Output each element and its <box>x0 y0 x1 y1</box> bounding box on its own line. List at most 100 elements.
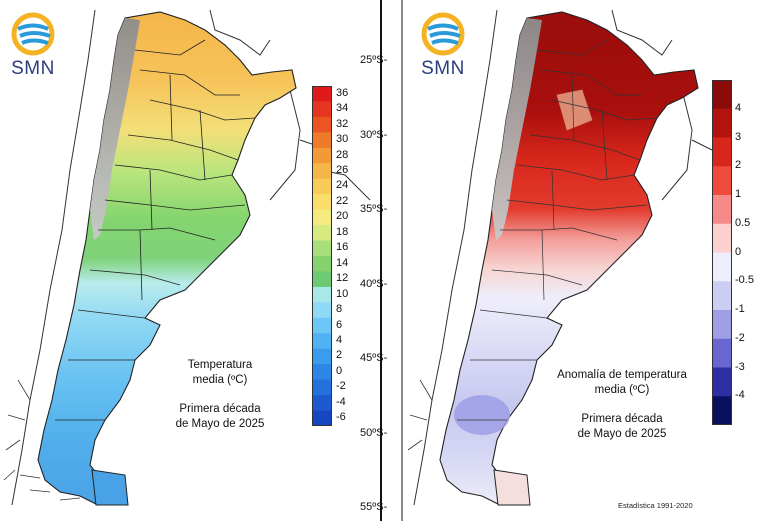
colorbar-label: 34 <box>336 102 349 115</box>
colorbar-label: 32 <box>336 117 349 130</box>
colorbar-swatch <box>712 367 732 397</box>
colorbar-label: 1 <box>735 188 742 200</box>
colorbar-label: 6 <box>336 318 343 331</box>
colorbar-swatch <box>712 166 732 196</box>
colorbar-swatch <box>312 395 332 412</box>
colorbar-label: 24 <box>336 179 349 192</box>
colorbar-label: 26 <box>336 164 349 176</box>
temperature-panel: SMN Temperatura media (ºC) Primera décad… <box>3 0 382 521</box>
colorbar-swatch <box>712 80 732 110</box>
colorbar-label: -1 <box>735 303 745 315</box>
colorbar-swatch <box>312 348 332 365</box>
colorbar-swatch <box>312 163 332 180</box>
colorbar-swatch <box>712 310 732 340</box>
colorbar-label: 0 <box>735 245 742 258</box>
colorbar-swatch <box>712 338 732 368</box>
latitude-label: 50ºS- <box>360 426 388 439</box>
colorbar-label: 36 <box>336 86 349 99</box>
colorbar-label: -4 <box>735 389 745 402</box>
colorbar-swatch <box>312 333 332 350</box>
temperature-colorbar <box>312 86 332 426</box>
colorbar-swatch <box>312 147 332 164</box>
colorbar-swatch <box>312 194 332 211</box>
smn-logo-text-right: SMN <box>421 58 465 79</box>
smn-logo-icon-right <box>421 12 465 56</box>
anomaly-caption: Anomalía de temperatura media (ºC) Prime… <box>552 368 692 442</box>
smn-logo: SMN <box>10 12 56 80</box>
colorbar-label: 3 <box>735 130 742 143</box>
colorbar-swatch <box>312 379 332 396</box>
colorbar-label: 10 <box>336 287 349 300</box>
andes-band-anomaly <box>492 18 542 240</box>
colorbar-label: 0.5 <box>735 216 751 229</box>
smn-logo-text: SMN <box>11 58 55 79</box>
colorbar-swatch <box>312 225 332 242</box>
latitude-label: 55ºS- <box>360 501 388 513</box>
colorbar-label: 14 <box>336 256 349 269</box>
colorbar-swatch <box>312 116 332 133</box>
colorbar-swatch <box>312 410 332 426</box>
colorbar-label: 18 <box>336 225 349 238</box>
colorbar-label: 8 <box>336 303 343 316</box>
colorbar-label: -2 <box>336 380 346 393</box>
temperature-map <box>3 9 371 506</box>
colorbar-swatch <box>712 223 732 253</box>
colorbar-swatch <box>312 364 332 381</box>
colorbar-swatch <box>312 178 332 195</box>
colorbar-swatch <box>312 256 332 272</box>
colorbar-label: -3 <box>735 360 745 373</box>
colorbar-swatch <box>312 209 332 226</box>
caption-title-line1: Temperatura <box>187 359 253 371</box>
colorbar-swatch <box>312 302 332 319</box>
colorbar-swatch <box>312 86 332 102</box>
colorbar-swatch <box>712 396 732 425</box>
latitude-label: 25ºS- <box>360 54 388 66</box>
colorbar-label: -4 <box>336 395 346 408</box>
smn-logo-icon <box>11 12 55 56</box>
colorbar-swatch <box>712 252 732 282</box>
temperature-caption: Temperatura media (ºC) Primera década de… <box>160 358 280 432</box>
colorbar-label: 20 <box>336 210 349 223</box>
colorbar-label: 12 <box>336 272 349 285</box>
colorbar-swatch <box>312 286 332 303</box>
anomaly-caption-title-line2: media (ºC) <box>594 384 650 396</box>
colorbar-label: -6 <box>336 411 346 424</box>
colorbar-label: 22 <box>336 194 349 207</box>
colorbar-label: 16 <box>336 241 349 254</box>
province-borders <box>55 39 256 421</box>
colorbar-label: 4 <box>735 101 742 114</box>
colorbar-label: 4 <box>336 334 343 346</box>
caption-period-line2: de Mayo de 2025 <box>175 418 265 430</box>
anomaly-panel: SMN 25ºS- 30ºS- 35ºS- 40ºS- 45ºS- 50ºS- 55ºS- … <box>360 0 763 521</box>
anomaly-colorbar <box>712 80 732 425</box>
colorbar-swatch <box>312 240 332 257</box>
colorbar-label: -0.5 <box>735 274 754 287</box>
latitude-label: 40ºS- <box>360 277 388 290</box>
colorbar-label: 2 <box>336 349 343 362</box>
cold-anomaly-patch <box>454 395 510 435</box>
latitude-label: 30ºS- <box>360 128 388 141</box>
anomaly-caption-period-line2: de Mayo de 2025 <box>577 428 667 440</box>
colorbar-swatch <box>312 271 332 288</box>
caption-title-line2: media (ºC) <box>192 374 248 386</box>
caption-period-line1: Primera década <box>179 403 261 415</box>
colorbar-label: -2 <box>735 331 745 344</box>
colorbar-swatch <box>712 137 732 167</box>
colorbar-label: 0 <box>336 364 343 377</box>
anomaly-map <box>401 0 713 521</box>
colorbar-swatch <box>312 317 332 334</box>
statistics-footer: Estadística 1991-2020 <box>618 501 693 510</box>
smn-logo-right: SMN <box>420 12 466 80</box>
colorbar-swatch <box>712 108 732 138</box>
colorbar-label: 2 <box>735 159 742 172</box>
anomaly-caption-title-line1: Anomalía de temperatura <box>557 369 687 381</box>
latitude-label: 45ºS- <box>360 352 388 364</box>
anomaly-caption-period-line1: Primera década <box>581 413 663 425</box>
latitude-label: 35ºS- <box>360 203 388 215</box>
province-borders-anomaly <box>457 39 658 421</box>
colorbar-label: 30 <box>336 133 349 146</box>
colorbar-swatch <box>712 281 732 311</box>
andes-band <box>90 18 140 240</box>
colorbar-swatch <box>312 101 332 118</box>
colorbar-swatch <box>312 132 332 149</box>
